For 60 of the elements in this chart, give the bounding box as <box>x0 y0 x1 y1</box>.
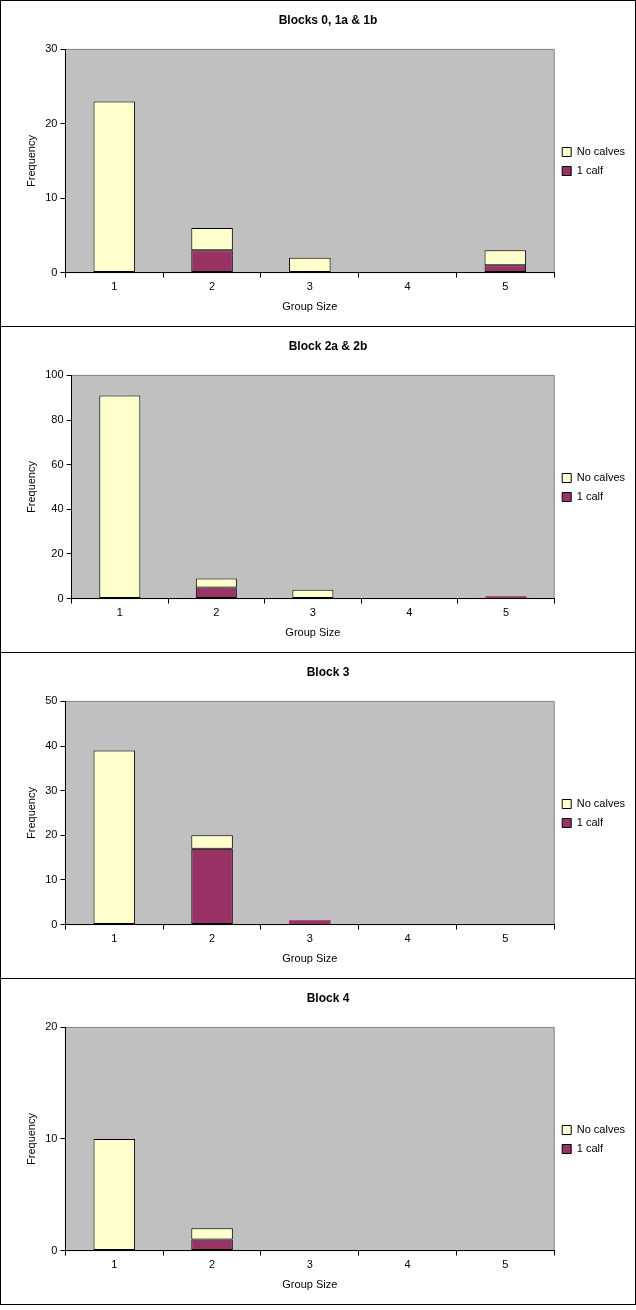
y-tick-label: 100 <box>45 368 64 381</box>
x-tick-label: 1 <box>111 1258 118 1271</box>
y-tick-label: 20 <box>51 546 64 559</box>
x-tick-label: 1 <box>116 606 123 619</box>
x-tick-label: 2 <box>213 606 220 619</box>
y-tick-label: 0 <box>51 1243 58 1256</box>
legend-label: No calves <box>576 797 626 810</box>
y-tick-label: 40 <box>45 739 58 752</box>
x-tick-label: 5 <box>502 280 509 293</box>
x-tick-label: 4 <box>404 280 411 293</box>
x-axis-title: Group Size <box>282 1278 338 1291</box>
y-tick-label: 20 <box>45 116 58 129</box>
x-tick-label: 4 <box>406 606 413 619</box>
legend-label: 1 calf <box>576 164 604 177</box>
chart-title: Block 2a & 2b <box>288 338 368 353</box>
y-axis-title: Frequency <box>24 786 37 839</box>
bar <box>289 920 331 925</box>
x-tick-label: 4 <box>404 1258 411 1271</box>
chart-title: Block 4 <box>306 990 350 1005</box>
y-axis-title: Frequency <box>24 1112 37 1165</box>
chart-title: Block 3 <box>306 664 350 679</box>
y-axis-title: Frequency <box>24 134 37 187</box>
x-tick-label: 2 <box>209 932 216 945</box>
y-tick-label: 50 <box>45 694 58 707</box>
y-tick-label: 60 <box>51 457 64 470</box>
y-tick-label: 0 <box>57 591 64 604</box>
x-tick-label: 2 <box>209 1258 216 1271</box>
x-axis-title: Group Size <box>282 952 338 965</box>
legend-label: 1 calf <box>576 490 604 503</box>
legend-label: No calves <box>576 1123 626 1136</box>
legend-label: No calves <box>576 471 626 484</box>
x-tick-label: 3 <box>306 280 313 293</box>
x-tick-label: 5 <box>502 606 509 619</box>
x-tick-label: 3 <box>306 932 313 945</box>
y-tick-label: 80 <box>51 413 64 426</box>
y-tick-label: 20 <box>45 828 58 841</box>
x-axis-title: Group Size <box>282 300 338 313</box>
y-tick-label: 30 <box>45 783 58 796</box>
legend-label: 1 calf <box>576 1142 604 1155</box>
x-tick-label: 1 <box>111 280 118 293</box>
legend-label: 1 calf <box>576 816 604 829</box>
y-tick-label: 20 <box>45 1020 58 1033</box>
x-axis-title: Group Size <box>285 626 341 639</box>
x-tick-label: 3 <box>309 606 316 619</box>
y-tick-label: 10 <box>45 1132 58 1145</box>
y-tick-label: 0 <box>51 917 58 930</box>
x-tick-label: 3 <box>306 1258 313 1271</box>
legend-label: No calves <box>576 145 626 158</box>
y-axis-title: Frequency <box>24 460 37 513</box>
y-tick-label: 40 <box>51 502 64 515</box>
y-tick-label: 10 <box>45 191 58 204</box>
y-tick-label: 0 <box>51 265 58 278</box>
x-tick-label: 1 <box>111 932 118 945</box>
chart-title: Blocks 0, 1a & 1b <box>278 12 378 27</box>
y-tick-label: 30 <box>45 42 58 55</box>
y-tick-label: 10 <box>45 872 58 885</box>
x-tick-label: 5 <box>502 932 509 945</box>
x-tick-label: 2 <box>209 280 216 293</box>
x-tick-label: 4 <box>404 932 411 945</box>
x-tick-label: 5 <box>502 1258 509 1271</box>
